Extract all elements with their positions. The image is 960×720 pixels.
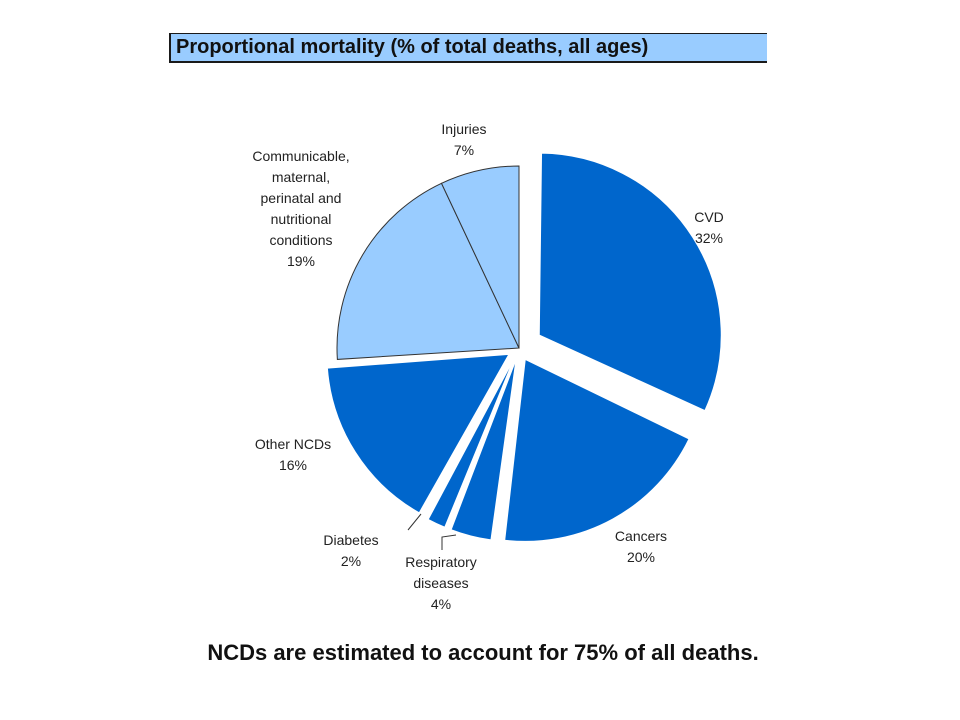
footnote: NCDs are estimated to account for 75% of…: [207, 640, 759, 665]
slice-label: CVD 32%: [694, 209, 724, 246]
slice-label: Injuries 7%: [441, 121, 486, 158]
pie-slice: [538, 152, 722, 412]
slice-label: Communicable, maternal, perinatal and nutri…: [252, 148, 349, 269]
chart-title: Proportional mortality (% of total death…: [169, 33, 767, 63]
pie-slice: [326, 353, 510, 514]
slice-label: Respiratory diseases 4%: [405, 554, 477, 612]
slice-label: Other NCDs 16%: [255, 436, 331, 473]
pie-slice: [440, 165, 520, 349]
pie-slice: [427, 358, 515, 528]
slice-label: Cancers 20%: [615, 528, 667, 565]
slice-label: Diabetes 2%: [323, 532, 378, 569]
pie-slice: [450, 359, 517, 541]
leader-line: [407, 513, 422, 531]
pie-slice: [336, 182, 520, 360]
leader-line: [441, 534, 457, 550]
pie-slice: [504, 358, 690, 542]
